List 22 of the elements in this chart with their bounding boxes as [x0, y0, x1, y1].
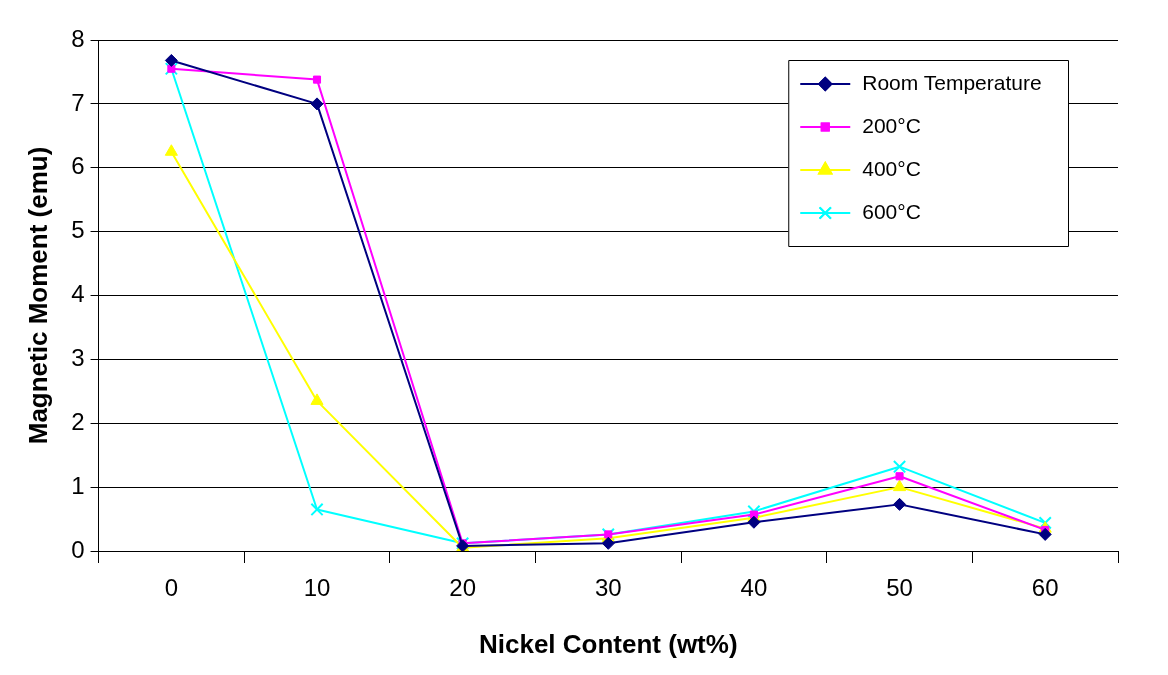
x-tick-label: 60 [1031, 574, 1059, 602]
y-tick-label: 2 [71, 407, 85, 435]
y-tick-label: 4 [71, 280, 85, 308]
x-tick-label: 10 [303, 574, 331, 602]
y-tick-label: 7 [71, 88, 85, 116]
y-tick-label: 8 [71, 24, 85, 52]
x-tick-label: 50 [886, 574, 913, 602]
x-tick-label: 30 [594, 574, 622, 602]
legend-label: 200°C [862, 113, 921, 137]
y-tick-label: 1 [71, 471, 85, 499]
x-tick-label: 40 [740, 574, 768, 602]
x-axis-title: Nickel Content (wt%) [478, 628, 738, 659]
y-tick-label: 6 [71, 152, 85, 180]
legend-label: 600°C [862, 199, 921, 223]
legend-label: 400°C [862, 156, 921, 180]
x-tick-label: 20 [449, 574, 476, 602]
y-axis-title: Magnetic Moment (emu) [22, 146, 53, 445]
y-tick-label: 3 [71, 344, 85, 371]
legend-label: Room Temperature [862, 70, 1042, 94]
x-tick-label: 0 [164, 574, 179, 602]
y-tick-label: 0 [71, 535, 85, 563]
y-tick-label: 5 [71, 216, 85, 244]
